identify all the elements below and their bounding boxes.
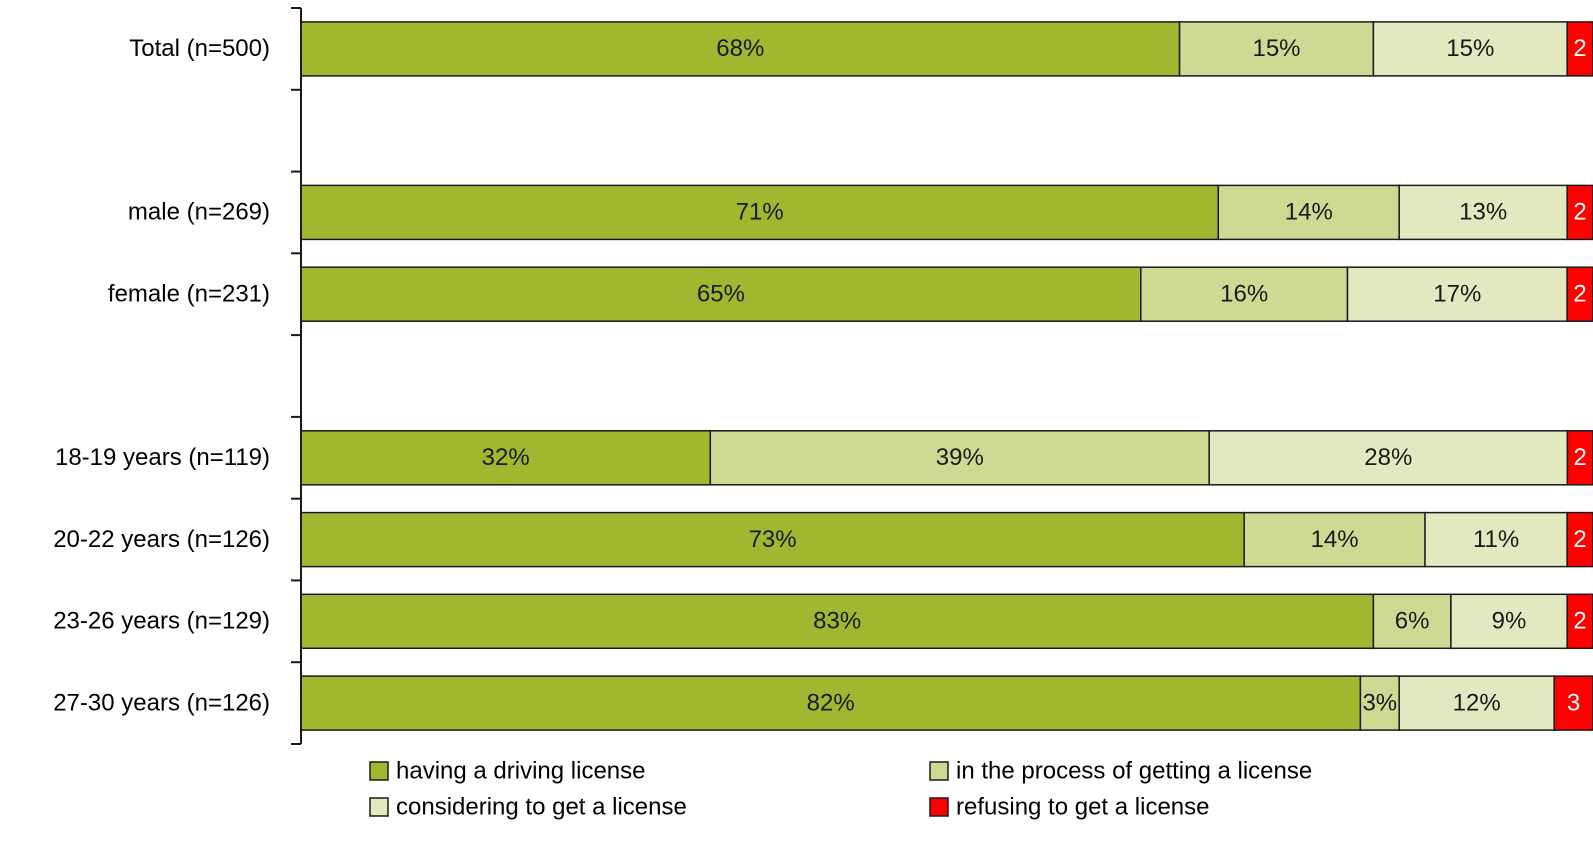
bar-refusing-to-get-a-license-row-5 bbox=[1566, 430, 1593, 486]
bar-having-a-driving-license-row-8 bbox=[300, 675, 1362, 731]
data-label-refusing-to-get-a-license-row-6: 2 bbox=[1573, 526, 1586, 553]
bar-considering-to-get-a-license-row-7 bbox=[1450, 593, 1568, 650]
data-label-refusing-to-get-a-license-row-2: 2 bbox=[1573, 199, 1586, 226]
legend-label-refusing-to-get-a-license: refusing to get a license bbox=[956, 793, 1210, 820]
category-axis: Total (n=500) male (n=269) female (n=231) 1… bbox=[53, 7, 302, 745]
data-label-refusing-to-get-a-license-row-7: 2 bbox=[1573, 608, 1586, 635]
data-label-having-a-driving-license-row-5: 32% bbox=[482, 444, 530, 471]
data-label-refusing-to-get-a-license-row-0: 2 bbox=[1573, 35, 1586, 62]
legend-item-in-the-process-of-getting-a-license: in the process of getting a license bbox=[929, 757, 1312, 784]
bar-having-a-driving-license-row-2 bbox=[300, 184, 1220, 241]
legend-swatch-in-the-process-of-getting-a-license bbox=[929, 761, 949, 781]
legend-swatch-considering-to-get-a-license bbox=[369, 797, 389, 817]
bar-refusing-to-get-a-license-row-3 bbox=[1566, 266, 1593, 322]
data-label-considering-to-get-a-license-row-7: 9% bbox=[1492, 608, 1527, 635]
bar-in-the-process-of-getting-a-license-row-8 bbox=[1359, 675, 1400, 731]
data-label-refusing-to-get-a-license-row-5: 2 bbox=[1574, 444, 1587, 471]
bar-considering-to-get-a-license-row-0 bbox=[1372, 21, 1568, 77]
bar-considering-to-get-a-license-row-2 bbox=[1398, 184, 1568, 241]
bar-in-the-process-of-getting-a-license-row-5 bbox=[709, 430, 1210, 486]
category-label-20-22-years-n-126: 20-22 years (n=126) bbox=[53, 526, 270, 553]
bar-having-a-driving-license-row-7 bbox=[300, 593, 1375, 650]
legend: having a driving license in the process o… bbox=[369, 757, 1312, 820]
category-label-27-30-years-n-126: 27-30 years (n=126) bbox=[53, 689, 270, 716]
bar-in-the-process-of-getting-a-license-row-2 bbox=[1217, 184, 1400, 241]
data-label-in-the-process-of-getting-a-license-row-5: 39% bbox=[936, 444, 984, 471]
data-label-in-the-process-of-getting-a-license-row-2: 14% bbox=[1285, 199, 1333, 226]
data-label-refusing-to-get-a-license-row-8: 3 bbox=[1567, 689, 1580, 716]
category-label-male-n-269: male (n=269) bbox=[128, 199, 270, 226]
bar-in-the-process-of-getting-a-license-row-3 bbox=[1140, 266, 1349, 322]
category-label-18-19-years-n-119: 18-19 years (n=119) bbox=[55, 444, 270, 471]
legend-swatch-refusing-to-get-a-license bbox=[929, 797, 949, 817]
data-label-considering-to-get-a-license-row-3: 17% bbox=[1433, 281, 1481, 308]
bar-in-the-process-of-getting-a-license-row-7 bbox=[1372, 593, 1452, 650]
data-label-considering-to-get-a-license-row-2: 13% bbox=[1459, 199, 1507, 226]
legend-item-refusing-to-get-a-license: refusing to get a license bbox=[929, 793, 1210, 820]
data-label-in-the-process-of-getting-a-license-row-3: 16% bbox=[1220, 281, 1268, 308]
data-label-having-a-driving-license-row-8: 82% bbox=[807, 689, 855, 716]
bar-considering-to-get-a-license-row-6 bbox=[1424, 511, 1568, 568]
data-label-having-a-driving-license-row-2: 71% bbox=[736, 199, 784, 226]
data-labels-layer: 68% 15% 15% 271% 14% 13% 265% 16% 17% 232% 39% 28% 2… bbox=[482, 35, 1587, 716]
data-label-in-the-process-of-getting-a-license-row-0: 15% bbox=[1252, 35, 1300, 62]
bar-refusing-to-get-a-license-row-2 bbox=[1566, 184, 1593, 241]
legend-item-having-a-driving-license: having a driving license bbox=[369, 757, 645, 784]
data-label-considering-to-get-a-license-row-0: 15% bbox=[1446, 35, 1494, 62]
bars-layer bbox=[300, 21, 1593, 731]
data-label-considering-to-get-a-license-row-6: 11% bbox=[1473, 526, 1519, 553]
data-label-considering-to-get-a-license-row-8: 12% bbox=[1453, 689, 1501, 716]
category-label-female-n-231: female (n=231) bbox=[108, 281, 270, 308]
data-label-in-the-process-of-getting-a-license-row-6: 14% bbox=[1311, 526, 1359, 553]
data-label-having-a-driving-license-row-7: 83% bbox=[813, 608, 861, 635]
bar-in-the-process-of-getting-a-license-row-0 bbox=[1178, 21, 1375, 77]
category-label-total-n-500: Total (n=500) bbox=[129, 35, 270, 62]
legend-item-considering-to-get-a-license: considering to get a license bbox=[369, 793, 687, 820]
bar-having-a-driving-license-row-5 bbox=[300, 430, 712, 486]
data-label-in-the-process-of-getting-a-license-row-7: 6% bbox=[1395, 608, 1430, 635]
bar-considering-to-get-a-license-row-8 bbox=[1398, 675, 1555, 731]
legend-swatch-having-a-driving-license bbox=[369, 761, 389, 781]
data-label-in-the-process-of-getting-a-license-row-8: 3% bbox=[1362, 689, 1397, 716]
legend-label-having-a-driving-license: having a driving license bbox=[396, 757, 645, 784]
bar-refusing-to-get-a-license-row-8 bbox=[1553, 675, 1593, 731]
legend-label-in-the-process-of-getting-a-license: in the process of getting a license bbox=[956, 757, 1312, 784]
data-label-considering-to-get-a-license-row-5: 28% bbox=[1364, 444, 1412, 471]
bar-refusing-to-get-a-license-row-6 bbox=[1566, 511, 1593, 568]
data-label-having-a-driving-license-row-6: 73% bbox=[749, 526, 797, 553]
category-label-23-26-years-n-129: 23-26 years (n=129) bbox=[53, 608, 270, 635]
legend-label-considering-to-get-a-license: considering to get a license bbox=[396, 793, 687, 820]
bar-having-a-driving-license-row-0 bbox=[300, 21, 1181, 77]
data-label-having-a-driving-license-row-3: 65% bbox=[697, 281, 745, 308]
data-label-having-a-driving-license-row-0: 68% bbox=[716, 35, 764, 62]
data-label-refusing-to-get-a-license-row-3: 2 bbox=[1573, 281, 1586, 308]
